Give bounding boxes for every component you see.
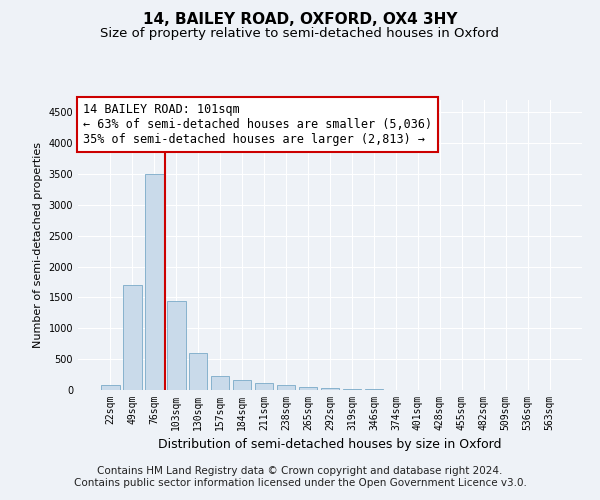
Text: Size of property relative to semi-detached houses in Oxford: Size of property relative to semi-detach…: [101, 28, 499, 40]
Bar: [320, 388, 340, 390]
Bar: [167, 300, 185, 390]
X-axis label: Distribution of semi-detached houses by size in Oxford: Distribution of semi-detached houses by …: [158, 438, 502, 452]
Bar: [255, 383, 274, 390]
Bar: [343, 389, 361, 390]
Bar: [233, 380, 251, 390]
Bar: [299, 387, 317, 390]
Text: Contains HM Land Registry data © Crown copyright and database right 2024.
Contai: Contains HM Land Registry data © Crown c…: [74, 466, 526, 487]
Text: 14 BAILEY ROAD: 101sqm
← 63% of semi-detached houses are smaller (5,036)
35% of : 14 BAILEY ROAD: 101sqm ← 63% of semi-det…: [83, 103, 432, 146]
Y-axis label: Number of semi-detached properties: Number of semi-detached properties: [33, 142, 43, 348]
Bar: [145, 174, 164, 390]
Bar: [189, 353, 208, 390]
Bar: [211, 376, 229, 390]
Bar: [277, 385, 295, 390]
Text: 14, BAILEY ROAD, OXFORD, OX4 3HY: 14, BAILEY ROAD, OXFORD, OX4 3HY: [143, 12, 457, 28]
Bar: [123, 285, 142, 390]
Bar: [101, 386, 119, 390]
